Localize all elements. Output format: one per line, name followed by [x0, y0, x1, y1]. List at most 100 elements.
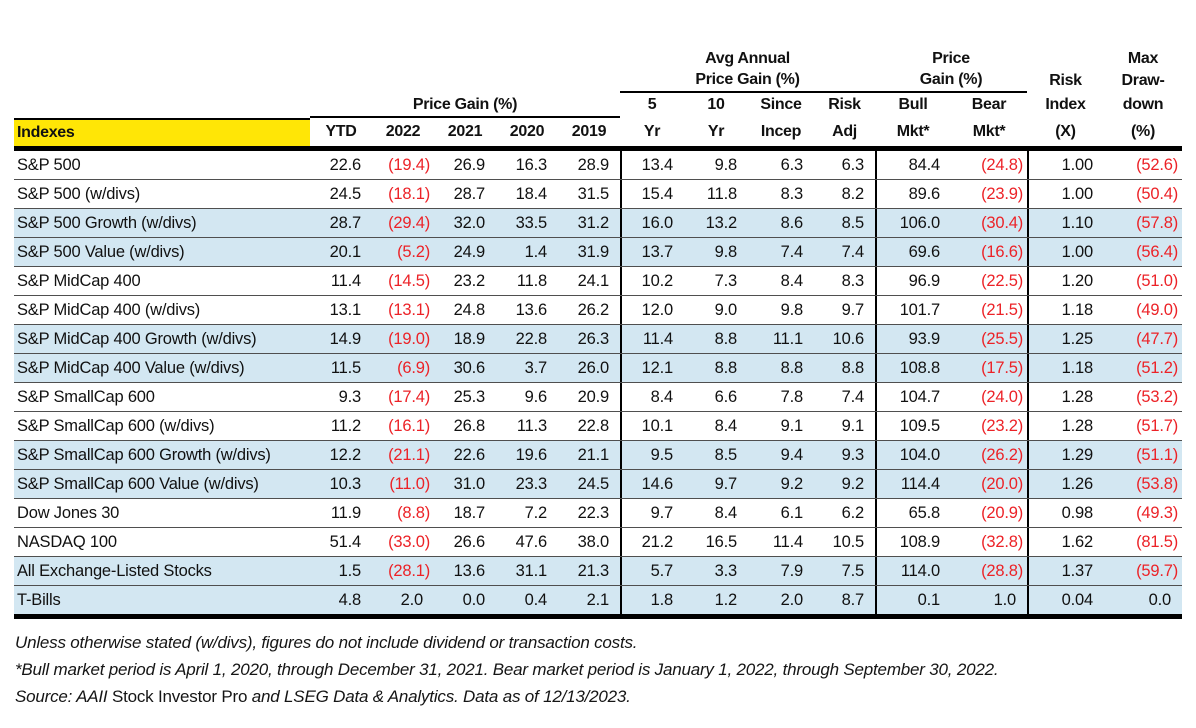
table-cell: 9.2 [841, 475, 865, 493]
table-cell: 22.6 [453, 446, 486, 464]
negative-value: (18.1) [388, 185, 430, 203]
row-label: S&P MidCap 400 Growth (w/divs) [17, 330, 257, 348]
table-cell: (26.2) [951, 441, 1027, 469]
table-cell: (24.0) [951, 383, 1027, 411]
negative-value: (6.9) [397, 359, 430, 377]
table-cell: 8.5 [841, 214, 865, 232]
row-label: S&P SmallCap 600 Value (w/divs) [17, 475, 259, 493]
table-row: T-Bills 4.8 2.0 0.0 0.4 2.1 1.8 1.2 2.0 8.7 0.1 1.0… [14, 585, 1182, 614]
header-2020: 2020 [509, 123, 545, 141]
table-cell: 8.7 [841, 591, 865, 609]
negative-value: (50.4) [1136, 185, 1178, 203]
table-cell: 15.4 [620, 180, 684, 208]
table-cell: 11.4 [330, 272, 361, 290]
table-cell: 28.9 [577, 156, 610, 174]
table-cell: 8.5 [714, 446, 738, 464]
table-cell: 13.4 [620, 151, 684, 179]
table-cell: 31.2 [577, 214, 610, 232]
table-cell: 10.1 [620, 412, 684, 440]
table-cell: 1.10 [1027, 209, 1104, 237]
table-cell: 11.4 [772, 533, 803, 551]
negative-value: (53.8) [1136, 475, 1178, 493]
table-cell: (59.7) [1104, 557, 1182, 585]
table-cell: 4.8 [338, 591, 362, 609]
table-cell: 22.8 [515, 330, 548, 348]
table-cell: (25.5) [951, 325, 1027, 353]
table-cell: 8.2 [841, 185, 865, 203]
header-drawdown-mid: down [1122, 96, 1164, 114]
negative-value: (59.7) [1136, 562, 1178, 580]
table-cell: (21.5) [951, 296, 1027, 324]
table-cell: 114.0 [875, 557, 951, 585]
table-cell: 1.37 [1027, 557, 1104, 585]
negative-value: (25.5) [981, 330, 1023, 348]
row-label: S&P SmallCap 600 [17, 388, 155, 406]
table-cell: 47.6 [515, 533, 548, 551]
table-cell: 6.6 [714, 388, 738, 406]
table-cell: 1.00 [1027, 180, 1104, 208]
table-cell: 9.3 [338, 388, 362, 406]
negative-value: (28.8) [981, 562, 1023, 580]
negative-value: (19.4) [388, 156, 430, 174]
table-cell: 3.3 [714, 562, 738, 580]
negative-value: (22.5) [981, 272, 1023, 290]
table-cell: (29.4) [372, 209, 434, 237]
negative-value: (30.4) [981, 214, 1023, 232]
table-cell: (51.1) [1104, 441, 1182, 469]
table-cell: 12.2 [329, 446, 362, 464]
footnote-source-product: Stock Investor Pro [111, 687, 248, 706]
row-label: T-Bills [17, 591, 61, 609]
table-cell: (20.9) [951, 499, 1027, 527]
table-cell: (33.0) [372, 528, 434, 556]
table-cell: 2.0 [780, 591, 804, 609]
table-cell: 23.2 [453, 272, 486, 290]
header-riskindex-mid: Index [1045, 96, 1086, 114]
table-cell: 11.5 [330, 359, 361, 377]
table-cell: (49.3) [1104, 499, 1182, 527]
table-cell: 0.98 [1027, 499, 1104, 527]
table-cell: 18.9 [453, 330, 486, 348]
table-cell: 9.4 [780, 446, 804, 464]
table-cell: 1.29 [1027, 441, 1104, 469]
table-cell: 84.4 [875, 151, 951, 179]
table-row: S&P 500 22.6 (19.4) 26.9 16.3 28.9 13.4 9.8 6.3 6… [14, 151, 1182, 179]
table-cell: 13.2 [705, 214, 738, 232]
table-cell: 7.4 [841, 243, 865, 261]
table-cell: 25.3 [453, 388, 486, 406]
row-label: S&P MidCap 400 [17, 272, 141, 290]
table-cell: (17.4) [372, 383, 434, 411]
negative-value: (8.8) [397, 504, 430, 522]
table-row: S&P 500 (w/divs) 24.5 (18.1) 28.7 18.4 31.5 15… [14, 179, 1182, 208]
table-row: S&P SmallCap 600 9.3 (17.4) 25.3 9.6 20.9 8.4 6… [14, 382, 1182, 411]
table-cell: 1.0 [993, 591, 1017, 609]
table-row: All Exchange-Listed Stocks 1.5 (28.1) 13.6 3… [14, 556, 1182, 585]
table-cell: (23.9) [951, 180, 1027, 208]
table-cell: 10.2 [620, 267, 684, 295]
table-cell: 13.1 [329, 301, 362, 319]
table-cell: 11.1 [772, 330, 803, 348]
row-label: S&P 500 Value (w/divs) [17, 243, 185, 261]
table-cell: 14.9 [329, 330, 362, 348]
table-cell: 6.2 [841, 504, 865, 522]
table-cell: 13.7 [620, 238, 684, 266]
table-cell: 9.2 [780, 475, 804, 493]
negative-value: (51.1) [1136, 446, 1178, 464]
table-cell: 0.0 [462, 591, 486, 609]
table-cell: 10.6 [832, 330, 865, 348]
table-cell: 14.6 [620, 470, 684, 498]
negative-value: (29.4) [388, 214, 430, 232]
header-bull-top: Bull [898, 96, 928, 114]
row-label: S&P 500 (w/divs) [17, 185, 141, 203]
table-cell: 1.28 [1027, 412, 1104, 440]
footnotes: Unless otherwise stated (w/divs), figure… [15, 629, 1187, 710]
table-cell: (23.2) [951, 412, 1027, 440]
table-cell: (57.8) [1104, 209, 1182, 237]
table-cell: 9.7 [620, 499, 684, 527]
table-cell: 9.6 [524, 388, 548, 406]
table-cell: (28.8) [951, 557, 1027, 585]
header-avg-annual-line2: Price Gain (%) [620, 71, 875, 93]
table-cell: 11.4 [620, 325, 684, 353]
table-cell: (14.5) [372, 267, 434, 295]
table-row: S&P SmallCap 600 Value (w/divs) 10.3 (11.0… [14, 469, 1182, 498]
